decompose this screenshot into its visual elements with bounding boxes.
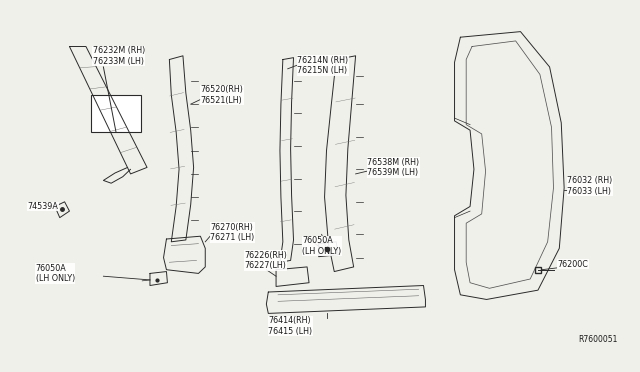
Text: 74539A: 74539A: [28, 202, 59, 211]
Text: 76050A
(LH ONLY): 76050A (LH ONLY): [302, 236, 342, 256]
Text: 76200C: 76200C: [557, 260, 588, 269]
Bar: [91, 95, 141, 132]
Text: R7600051: R7600051: [578, 335, 618, 344]
Text: 76232M (RH)
76233M (LH): 76232M (RH) 76233M (LH): [93, 46, 145, 66]
Text: 76214N (RH)
76215N (LH): 76214N (RH) 76215N (LH): [298, 56, 349, 75]
Text: 76520(RH)
76521(LH): 76520(RH) 76521(LH): [200, 85, 243, 105]
Text: 76226(RH)
76227(LH): 76226(RH) 76227(LH): [244, 251, 287, 270]
Text: 76414(RH)
76415 (LH): 76414(RH) 76415 (LH): [268, 316, 312, 336]
Text: 76050A
(LH ONLY): 76050A (LH ONLY): [35, 264, 75, 283]
Text: 76538M (RH)
76539M (LH): 76538M (RH) 76539M (LH): [367, 158, 419, 177]
Text: 76270(RH)
76271 (LH): 76270(RH) 76271 (LH): [210, 223, 254, 242]
Text: 76032 (RH)
76033 (LH): 76032 (RH) 76033 (LH): [567, 176, 612, 196]
